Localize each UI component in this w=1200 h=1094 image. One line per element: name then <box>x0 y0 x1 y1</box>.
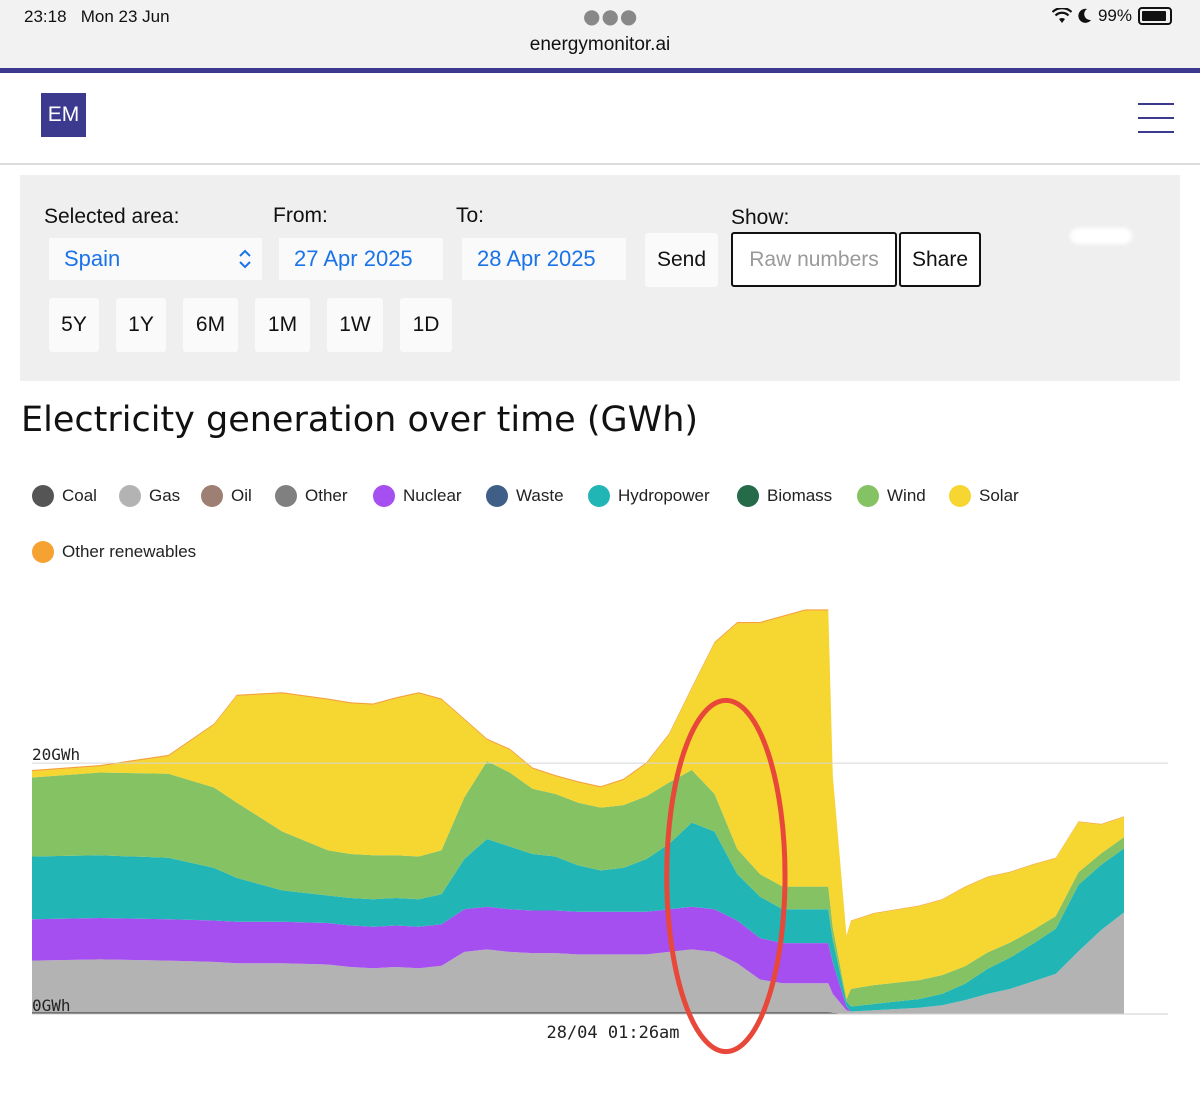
area-label: Selected area: <box>44 205 180 228</box>
area-hydropower <box>32 822 1124 1012</box>
y-tick-label: 0GWh <box>32 996 71 1015</box>
blurred-element <box>1070 228 1132 244</box>
more-dots-icon[interactable]: ●●● <box>583 4 639 28</box>
from-date-input[interactable]: 27 Apr 2025 <box>279 238 443 280</box>
legend-swatch <box>857 485 879 507</box>
x-cursor-label: 28/04 01:26am <box>546 1023 679 1043</box>
legend-label: Oil <box>231 486 252 505</box>
moon-icon <box>1078 8 1091 23</box>
area-solar <box>32 610 1124 999</box>
battery-percent: 99% <box>1097 6 1132 25</box>
legend-label: Coal <box>62 486 97 505</box>
area-select[interactable]: Spain <box>49 238 262 280</box>
area-wind <box>32 761 1124 1007</box>
range-1y-button[interactable]: 1Y <box>116 298 166 352</box>
legend-label: Nuclear <box>403 486 462 505</box>
to-label: To: <box>456 204 485 227</box>
area-select-value: Spain <box>64 246 121 271</box>
range-1m-button[interactable]: 1M <box>255 298 310 352</box>
status-bar: 23:18 Mon 23 Jun ●●● energymonitor.ai 99… <box>0 0 1200 70</box>
legend-swatch <box>949 485 971 507</box>
legend-item-wind[interactable]: Wind <box>857 485 926 507</box>
legend-swatch <box>119 485 141 507</box>
legend-swatch <box>201 485 223 507</box>
show-label: Show: <box>731 206 790 229</box>
controls-panel: Selected area: Spain From: 27 Apr 2025 T… <box>20 175 1180 381</box>
legend-label: Solar <box>979 486 1019 505</box>
stacked-area-chart[interactable]: 0GWh 20GWh 28/04 01:26am <box>0 600 1200 1060</box>
site-header: EM <box>0 73 1200 165</box>
legend-swatch <box>32 485 54 507</box>
legend-swatch <box>275 485 297 507</box>
logo[interactable]: EM <box>41 93 86 137</box>
share-button[interactable]: Share <box>899 232 981 287</box>
legend-label: Waste <box>516 486 564 505</box>
legend-item-coal[interactable]: Coal <box>32 485 97 507</box>
range-1w-button[interactable]: 1W <box>327 298 383 352</box>
legend-item-hydropower[interactable]: Hydropower <box>588 485 710 507</box>
legend-item-nuclear[interactable]: Nuclear <box>373 485 462 507</box>
legend-item-other-renewables[interactable]: Other renewables <box>32 541 196 563</box>
range-6m-button[interactable]: 6M <box>183 298 238 352</box>
legend-swatch <box>588 485 610 507</box>
legend-item-biomass[interactable]: Biomass <box>737 485 832 507</box>
legend-item-gas[interactable]: Gas <box>119 485 180 507</box>
legend-swatch <box>373 485 395 507</box>
wifi-icon <box>1051 8 1072 23</box>
range-1d-button[interactable]: 1D <box>400 298 452 352</box>
to-date-input[interactable]: 28 Apr 2025 <box>462 238 626 280</box>
from-label: From: <box>273 204 328 227</box>
status-time: 23:18 Mon 23 Jun <box>24 7 170 26</box>
legend-swatch <box>32 541 54 563</box>
legend-label: Gas <box>149 486 181 505</box>
annotation-ellipse <box>664 697 788 1055</box>
hamburger-menu-icon[interactable] <box>1138 103 1174 133</box>
legend-label: Wind <box>887 486 926 505</box>
chart-title: Electricity generation over time (GWh) <box>21 400 699 440</box>
legend-item-solar[interactable]: Solar <box>949 485 1019 507</box>
battery-icon <box>1138 7 1172 25</box>
url-bar[interactable]: energymonitor.ai <box>529 34 671 55</box>
range-5y-button[interactable]: 5Y <box>49 298 99 352</box>
legend-item-oil[interactable]: Oil <box>201 485 252 507</box>
legend-label: Hydropower <box>618 486 710 505</box>
legend-swatch <box>486 485 508 507</box>
area-gas <box>32 912 1124 1014</box>
legend-label: Biomass <box>767 486 833 505</box>
raw-numbers-toggle[interactable]: Raw numbers <box>731 232 897 287</box>
y-tick-label: 20GWh <box>32 745 80 764</box>
select-arrows-icon <box>239 249 251 269</box>
status-indicators: 99% <box>1051 6 1172 26</box>
send-button[interactable]: Send <box>645 233 718 287</box>
legend-swatch <box>737 485 759 507</box>
legend-label: Other <box>305 486 348 505</box>
legend-item-waste[interactable]: Waste <box>486 485 564 507</box>
accent-line <box>0 68 1200 73</box>
legend-label: Other renewables <box>62 542 197 561</box>
area-nuclear <box>32 906 1124 1012</box>
legend-item-other[interactable]: Other <box>275 485 348 507</box>
